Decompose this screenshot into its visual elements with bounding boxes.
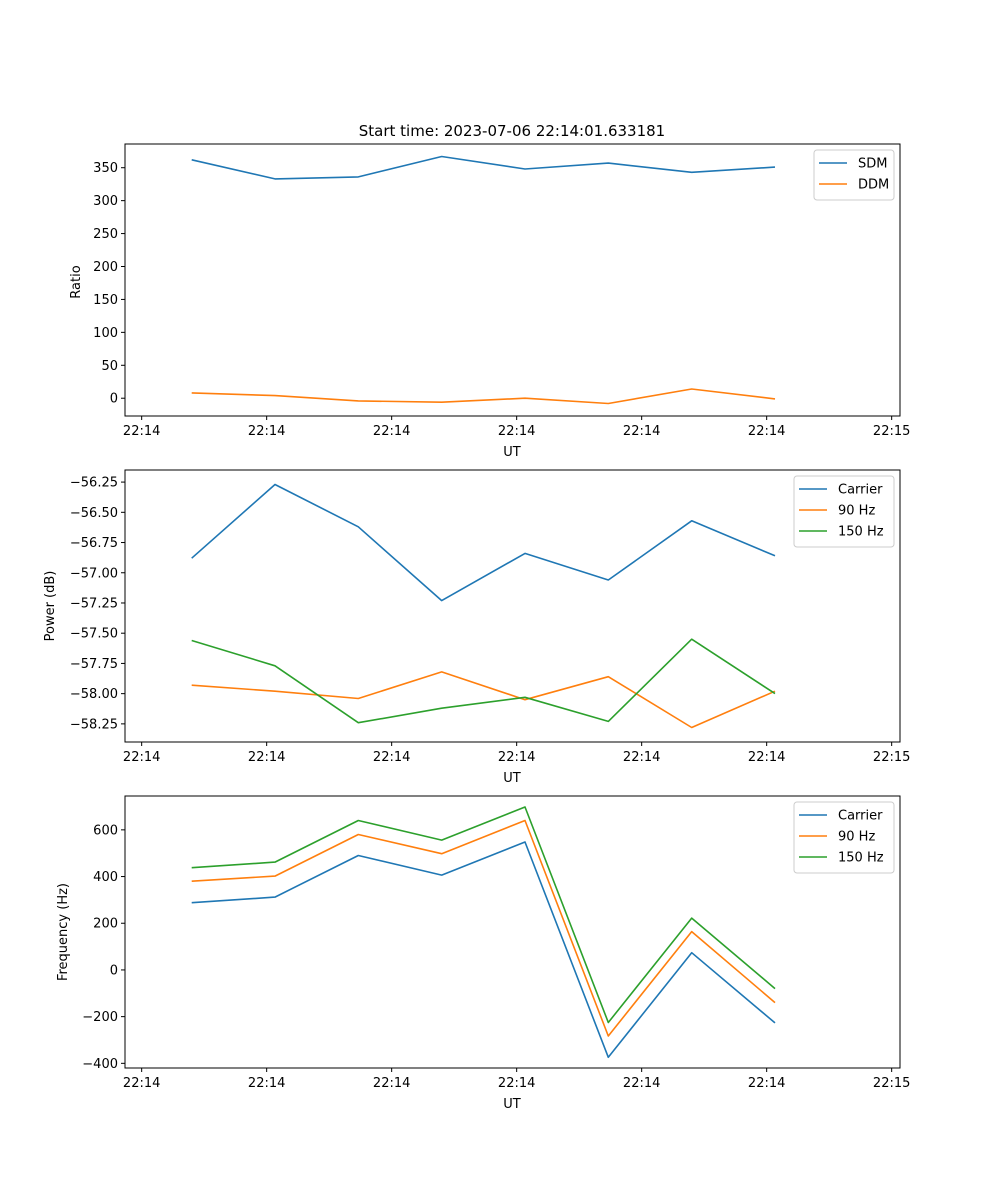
legend-label: 150 Hz bbox=[838, 525, 884, 540]
series-group bbox=[191, 483, 776, 729]
x-tick-label: 22:14 bbox=[748, 1076, 785, 1091]
x-tick-label: 22:15 bbox=[873, 750, 910, 765]
x-tick-label: 22:14 bbox=[123, 424, 160, 439]
x-tick-label: 22:14 bbox=[373, 1076, 410, 1091]
x-tick-label: 22:14 bbox=[248, 1076, 285, 1091]
y-tick-label: 150 bbox=[93, 293, 118, 308]
y-tick-label: 300 bbox=[93, 194, 118, 209]
series-line-carrier bbox=[191, 483, 776, 602]
y-tick-label: 50 bbox=[101, 359, 118, 374]
x-tick-label: 22:14 bbox=[748, 750, 785, 765]
y-tick-label: −58.25 bbox=[70, 717, 118, 732]
power-panel: 22:14 22:14 22:14 22:14 22:14 22:14 22:15 −58.2… bbox=[43, 469, 911, 786]
y-tick-label: 350 bbox=[93, 161, 118, 176]
plot-area bbox=[125, 470, 900, 742]
y-tick-label: −57.25 bbox=[70, 596, 118, 611]
legend-label: 150 Hz bbox=[838, 851, 884, 866]
y-tick-label: 100 bbox=[93, 326, 118, 341]
plot-area bbox=[125, 796, 900, 1068]
y-tick-label: −56.75 bbox=[70, 536, 118, 551]
plot-area bbox=[125, 144, 900, 416]
axes-frame bbox=[124, 469, 901, 743]
series-line-150-hz bbox=[191, 806, 776, 1024]
x-tick-label: 22:14 bbox=[248, 750, 285, 765]
axes-frame bbox=[124, 143, 901, 417]
y-tick-label: 400 bbox=[93, 870, 118, 885]
x-tick-label: 22:14 bbox=[498, 424, 535, 439]
x-tick-label: 22:14 bbox=[123, 750, 160, 765]
legend-label: SDM bbox=[858, 157, 887, 172]
series-line-sdm bbox=[191, 155, 776, 180]
y-tick-label: −57.00 bbox=[70, 566, 118, 581]
x-tick-label: 22:15 bbox=[873, 424, 910, 439]
y-tick-label: 0 bbox=[110, 392, 118, 407]
y-tick-label: 600 bbox=[93, 823, 118, 838]
y-tick-label: −56.25 bbox=[70, 476, 118, 491]
y-tick-label: −58.00 bbox=[70, 687, 118, 702]
x-tick-label: 22:14 bbox=[123, 1076, 160, 1091]
series-line-90-hz bbox=[191, 671, 776, 729]
legend-label: Carrier bbox=[838, 483, 883, 498]
x-axis-label: UT bbox=[503, 445, 521, 460]
x-tick-label: 22:14 bbox=[373, 424, 410, 439]
x-tick-label: 22:14 bbox=[623, 1076, 660, 1091]
axes-frame bbox=[124, 795, 901, 1069]
y-tick-label: 0 bbox=[110, 963, 118, 978]
y-tick-label: −57.75 bbox=[70, 657, 118, 672]
x-tick-label: 22:14 bbox=[373, 750, 410, 765]
y-axis-label: Frequency (Hz) bbox=[56, 883, 71, 981]
tick-group: 22:14 22:14 22:14 22:14 22:14 22:14 22:15 −400 −… bbox=[82, 823, 910, 1091]
legend-label: 90 Hz bbox=[838, 504, 875, 519]
series-group bbox=[191, 806, 776, 1059]
series-line-150-hz bbox=[191, 638, 776, 724]
x-tick-label: 22:14 bbox=[498, 750, 535, 765]
x-axis-label: UT bbox=[503, 1097, 521, 1112]
legend-label: DDM bbox=[858, 178, 889, 193]
x-tick-label: 22:14 bbox=[623, 424, 660, 439]
y-tick-label: 200 bbox=[93, 917, 118, 932]
legend-label: 90 Hz bbox=[838, 830, 875, 845]
y-tick-label: 200 bbox=[93, 260, 118, 275]
legend: Carrier 90 Hz 150 Hz bbox=[793, 475, 895, 548]
y-tick-label: 250 bbox=[93, 227, 118, 242]
x-tick-label: 22:14 bbox=[498, 1076, 535, 1091]
chart-title: Start time: 2023-07-06 22:14:01.633181 bbox=[359, 122, 665, 140]
x-tick-label: 22:14 bbox=[748, 424, 785, 439]
legend-box bbox=[793, 801, 895, 874]
y-axis-label: Ratio bbox=[69, 265, 84, 298]
series-group bbox=[191, 155, 776, 405]
frequency-panel: 22:14 22:14 22:14 22:14 22:14 22:14 22:15 −400 −… bbox=[56, 795, 910, 1112]
tick-group: 22:14 22:14 22:14 22:14 22:14 22:14 22:15 −58.2… bbox=[70, 476, 911, 765]
y-tick-label: −56.50 bbox=[70, 506, 118, 521]
legend: SDM DDM bbox=[813, 149, 895, 201]
x-axis-label: UT bbox=[503, 771, 521, 786]
tick-group: 22:14 22:14 22:14 22:14 22:14 22:14 22:15 0 50 10… bbox=[93, 161, 910, 439]
y-tick-label: −57.50 bbox=[70, 627, 118, 642]
ratio-panel: 22:14 22:14 22:14 22:14 22:14 22:14 22:15 0 50 10… bbox=[69, 143, 910, 460]
legend-label: Carrier bbox=[838, 809, 883, 824]
y-tick-label: −200 bbox=[82, 1010, 118, 1025]
y-axis-label: Power (dB) bbox=[43, 571, 58, 642]
legend: Carrier 90 Hz 150 Hz bbox=[793, 801, 895, 874]
x-tick-label: 22:15 bbox=[873, 1076, 910, 1091]
y-tick-label: −400 bbox=[82, 1057, 118, 1072]
x-tick-label: 22:14 bbox=[248, 424, 285, 439]
series-line-90-hz bbox=[191, 819, 776, 1037]
legend-box bbox=[793, 475, 895, 548]
series-line-carrier bbox=[191, 841, 776, 1059]
x-tick-label: 22:14 bbox=[623, 750, 660, 765]
series-line-ddm bbox=[191, 388, 776, 405]
